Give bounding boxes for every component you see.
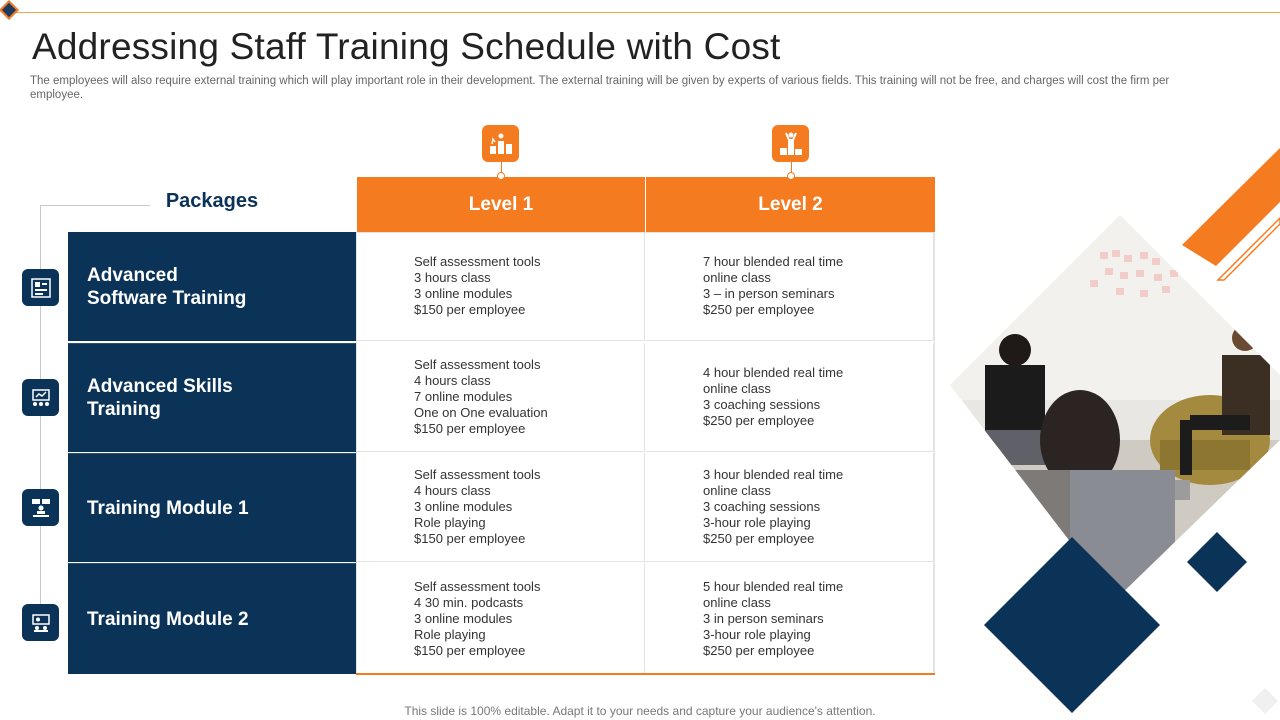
table-cell: Self assessment tools 4 hours class 7 on… bbox=[357, 343, 645, 452]
table-row-label: Training Module 2 bbox=[68, 563, 356, 674]
cell-line: Self assessment tools bbox=[414, 467, 541, 482]
footer-note: This slide is 100% editable. Adapt it to… bbox=[404, 704, 876, 718]
cell-line: 4 hour blended real time bbox=[703, 365, 844, 380]
table-row-label: Training Module 1 bbox=[68, 453, 356, 562]
cell-line: Self assessment tools bbox=[414, 357, 541, 372]
cell-line: $250 per employee bbox=[703, 642, 815, 658]
cell-line: $150 per employee bbox=[414, 421, 526, 436]
row-name: Training Module 2 bbox=[87, 608, 249, 630]
cell-line: 3-hour role playing bbox=[703, 626, 811, 642]
cell-line: $150 per employee bbox=[414, 302, 526, 317]
cell-line: $250 per employee bbox=[703, 302, 815, 317]
cell-line: 3 coaching sessions bbox=[703, 397, 821, 412]
cell-line: 4 hours class bbox=[414, 373, 491, 388]
skills-training-icon bbox=[22, 379, 59, 416]
table-cell: Self assessment tools 3 hours class 3 on… bbox=[357, 232, 645, 341]
winners-podium-icon bbox=[772, 125, 809, 175]
presentation-module-icon bbox=[22, 604, 59, 641]
table-cell: 5 hour blended real time online class 3 … bbox=[646, 563, 934, 674]
table-cell: 3 hour blended real time online class 3 … bbox=[646, 453, 934, 562]
table-cell: 7 hour blended real time online class 3 … bbox=[646, 232, 934, 341]
table-cell: 4 hour blended real time online class 3 … bbox=[646, 343, 934, 452]
corner-diamond-icon bbox=[0, 0, 19, 20]
connector-line bbox=[40, 205, 150, 206]
cell-line: 3 hour blended real time bbox=[703, 467, 844, 482]
cell-line: 3 online modules bbox=[414, 610, 513, 626]
cell-line: 3 – in person seminars bbox=[703, 286, 835, 301]
cell-line: $150 per employee bbox=[414, 642, 526, 658]
top-rule bbox=[10, 12, 1280, 13]
cell-line: Role playing bbox=[414, 515, 486, 530]
table-row-label: Advanced Software Training bbox=[68, 232, 356, 341]
cell-line: Self assessment tools bbox=[414, 254, 541, 269]
cell-line: online class bbox=[703, 594, 771, 610]
software-training-icon bbox=[22, 269, 59, 306]
team-module-icon bbox=[22, 489, 59, 526]
cell-line: 3 online modules bbox=[414, 499, 513, 514]
cell-line: Self assessment tools bbox=[414, 578, 541, 594]
cell-line: 3 hours class bbox=[414, 270, 491, 285]
cell-line: 4 hours class bbox=[414, 483, 491, 498]
cell-line: online class bbox=[703, 483, 771, 498]
page-subtitle: The employees will also require external… bbox=[30, 75, 1170, 101]
level-2-header: Level 2 bbox=[646, 172, 935, 232]
podium-rising-icon bbox=[482, 125, 519, 175]
cell-line: One on One evaluation bbox=[414, 405, 548, 420]
cell-line: 5 hour blended real time bbox=[703, 578, 844, 594]
table-cell: Self assessment tools 4 30 min. podcasts… bbox=[357, 563, 645, 674]
page-title: Addressing Staff Training Schedule with … bbox=[32, 26, 781, 67]
cell-line: $150 per employee bbox=[414, 531, 526, 546]
cell-line: $250 per employee bbox=[703, 531, 815, 546]
cell-line: 7 online modules bbox=[414, 389, 513, 404]
table-bottom-bar bbox=[356, 673, 935, 675]
cell-line: 3 online modules bbox=[414, 286, 513, 301]
cell-line: online class bbox=[703, 381, 771, 396]
table-row-label: Advanced Skills Training bbox=[68, 343, 356, 452]
cell-line: 3-hour role playing bbox=[703, 515, 811, 530]
cell-line: $250 per employee bbox=[703, 413, 815, 428]
cell-line: 3 in person seminars bbox=[703, 610, 824, 626]
cell-line: 3 coaching sessions bbox=[703, 499, 821, 514]
cell-line: Role playing bbox=[414, 626, 486, 642]
decorative-photo-diamond bbox=[950, 148, 1280, 714]
cell-line: 4 30 min. podcasts bbox=[414, 594, 524, 610]
cell-line: online class bbox=[703, 270, 771, 285]
row-name: Advanced Software Training bbox=[87, 264, 247, 309]
row-name: Advanced Skills Training bbox=[87, 376, 233, 420]
row-name: Training Module 1 bbox=[87, 497, 249, 519]
table-cell: Self assessment tools 4 hours class 3 on… bbox=[357, 453, 645, 562]
packages-header: Packages bbox=[165, 190, 259, 212]
cell-line: 7 hour blended real time bbox=[703, 254, 844, 269]
level-1-header: Level 1 bbox=[357, 172, 645, 232]
